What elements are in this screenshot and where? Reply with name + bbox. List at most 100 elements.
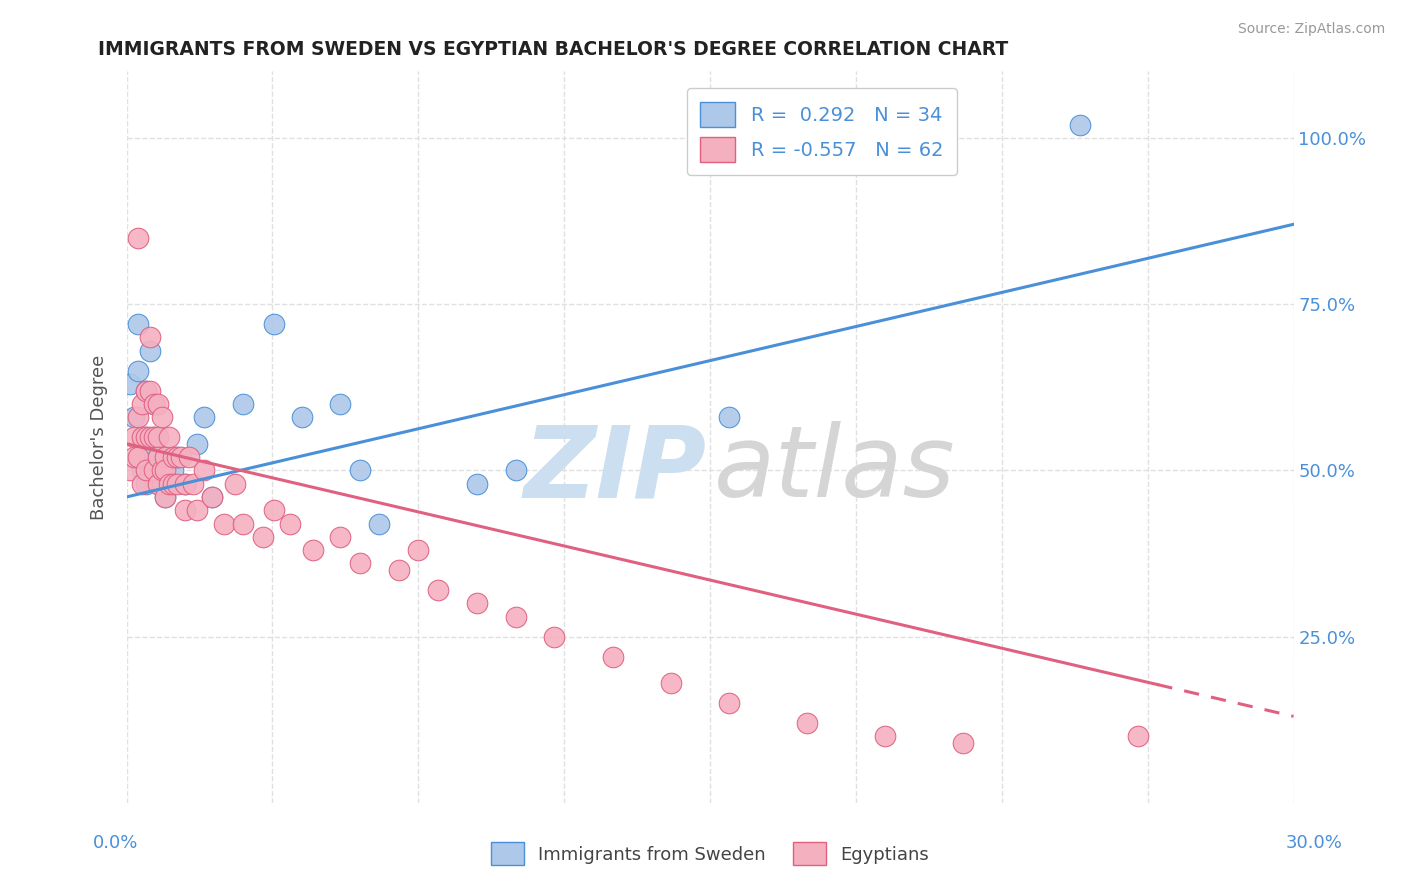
Point <box>349 463 371 477</box>
Point <box>290 410 312 425</box>
Point <box>124 450 146 464</box>
Point <box>135 476 157 491</box>
Point <box>142 430 165 444</box>
Point <box>139 384 162 398</box>
Point <box>139 450 162 464</box>
Point <box>543 630 565 644</box>
Point <box>146 476 169 491</box>
Text: 0.0%: 0.0% <box>93 834 138 852</box>
Point <box>131 430 153 444</box>
Point <box>120 376 142 391</box>
Text: atlas: atlas <box>713 422 955 518</box>
Point <box>146 430 169 444</box>
Point <box>131 463 153 477</box>
Point <box>349 557 371 571</box>
Point <box>150 463 173 477</box>
Point <box>1069 118 1091 132</box>
Point <box>368 516 391 531</box>
Point <box>193 463 215 477</box>
Point <box>135 430 157 444</box>
Point <box>127 317 149 331</box>
Point <box>162 463 184 477</box>
Point <box>127 363 149 377</box>
Point <box>157 476 180 491</box>
Point <box>718 696 741 710</box>
Point <box>146 476 169 491</box>
Point <box>186 436 208 450</box>
Point <box>135 463 157 477</box>
Point <box>602 649 624 664</box>
Text: Source: ZipAtlas.com: Source: ZipAtlas.com <box>1237 22 1385 37</box>
Point <box>166 450 188 464</box>
Point <box>162 476 184 491</box>
Point <box>426 582 449 597</box>
Point <box>796 716 818 731</box>
Text: ZIP: ZIP <box>523 422 707 518</box>
Point <box>232 397 254 411</box>
Point <box>174 476 197 491</box>
Point <box>150 463 173 477</box>
Point <box>388 563 411 577</box>
Point <box>127 230 149 244</box>
Point <box>157 430 180 444</box>
Point <box>162 450 184 464</box>
Point <box>139 330 162 344</box>
Point <box>174 503 197 517</box>
Point <box>505 609 527 624</box>
Point <box>120 463 142 477</box>
Point <box>201 490 224 504</box>
Point <box>232 516 254 531</box>
Point <box>157 450 180 464</box>
Point <box>329 397 352 411</box>
Point <box>465 476 488 491</box>
Point <box>146 397 169 411</box>
Point <box>170 450 193 464</box>
Point <box>875 729 897 743</box>
Point <box>142 397 165 411</box>
Point <box>659 676 682 690</box>
Point <box>212 516 235 531</box>
Point <box>142 463 165 477</box>
Point <box>155 463 177 477</box>
Text: 30.0%: 30.0% <box>1286 834 1343 852</box>
Point <box>1126 729 1149 743</box>
Point <box>150 410 173 425</box>
Point <box>952 736 974 750</box>
Point <box>278 516 301 531</box>
Point <box>263 503 285 517</box>
Point <box>193 410 215 425</box>
Point <box>142 430 165 444</box>
Point <box>252 530 274 544</box>
Point <box>155 450 177 464</box>
Point <box>224 476 246 491</box>
Point <box>124 410 146 425</box>
Point <box>166 450 188 464</box>
Y-axis label: Bachelor's Degree: Bachelor's Degree <box>90 354 108 520</box>
Text: IMMIGRANTS FROM SWEDEN VS EGYPTIAN BACHELOR'S DEGREE CORRELATION CHART: IMMIGRANTS FROM SWEDEN VS EGYPTIAN BACHE… <box>98 40 1008 59</box>
Point <box>127 450 149 464</box>
Point <box>329 530 352 544</box>
Legend: Immigrants from Sweden, Egyptians: Immigrants from Sweden, Egyptians <box>482 833 938 874</box>
Point <box>146 450 169 464</box>
Point <box>124 430 146 444</box>
Point <box>166 476 188 491</box>
Point <box>186 503 208 517</box>
Point <box>505 463 527 477</box>
Point <box>408 543 430 558</box>
Point <box>131 397 153 411</box>
Point <box>177 450 200 464</box>
Point <box>181 476 204 491</box>
Point <box>142 397 165 411</box>
Point <box>135 384 157 398</box>
Point <box>146 450 169 464</box>
Point <box>139 343 162 358</box>
Point <box>263 317 285 331</box>
Point <box>139 430 162 444</box>
Point <box>155 490 177 504</box>
Point <box>131 476 153 491</box>
Point <box>135 384 157 398</box>
Point <box>465 596 488 610</box>
Point <box>201 490 224 504</box>
Point <box>135 430 157 444</box>
Point <box>131 430 153 444</box>
